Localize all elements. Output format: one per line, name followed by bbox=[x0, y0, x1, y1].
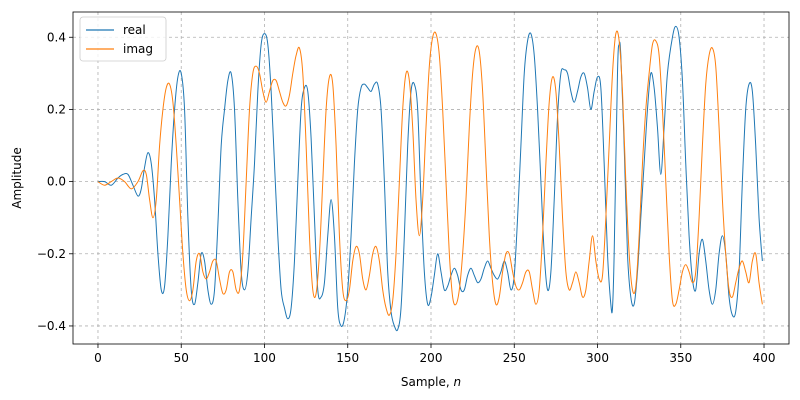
legend-label-imag: imag bbox=[123, 42, 153, 56]
x-tick-label: 0 bbox=[94, 351, 102, 365]
series-line-real bbox=[97, 25, 763, 332]
x-axis: 0 50 100 150 200 250 300 350 400 bbox=[94, 344, 775, 365]
x-tick-label: 150 bbox=[336, 351, 359, 365]
y-tick-label: −0.2 bbox=[37, 247, 66, 261]
series-lines bbox=[97, 25, 763, 332]
x-axis-label: Sample, n bbox=[401, 375, 461, 389]
series-line-imag bbox=[97, 30, 763, 316]
x-tick-label: 200 bbox=[420, 351, 443, 365]
legend-box bbox=[79, 16, 167, 62]
legend-label-real: real bbox=[123, 23, 146, 37]
y-tick-label: 0.4 bbox=[47, 30, 66, 44]
legend: real imag bbox=[79, 16, 167, 62]
y-axis-label: Amplitude bbox=[10, 147, 24, 209]
x-tick-label: 300 bbox=[586, 351, 609, 365]
x-tick-label: 250 bbox=[503, 351, 526, 365]
y-tick-label: 0.0 bbox=[47, 175, 66, 189]
x-tick-label: 100 bbox=[253, 351, 276, 365]
x-tick-label: 50 bbox=[174, 351, 189, 365]
y-axis: −0.4 −0.2 0.0 0.2 0.4 bbox=[37, 30, 73, 333]
y-tick-label: 0.2 bbox=[47, 102, 66, 116]
x-tick-label: 400 bbox=[753, 351, 776, 365]
x-tick-label: 350 bbox=[669, 351, 692, 365]
y-tick-label: −0.4 bbox=[37, 319, 66, 333]
